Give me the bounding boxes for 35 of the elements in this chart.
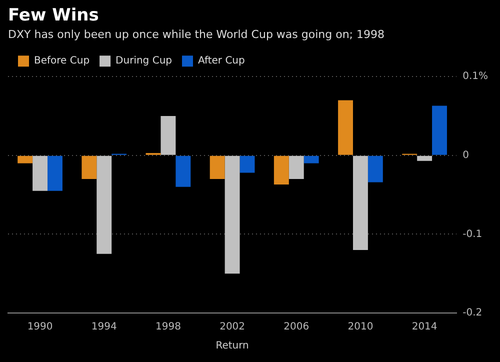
bar bbox=[432, 106, 447, 155]
bar bbox=[274, 156, 289, 185]
x-tick-label: 1994 bbox=[91, 322, 117, 333]
bar bbox=[160, 116, 176, 155]
y-tick-label: 0.1% bbox=[462, 71, 488, 82]
bar bbox=[96, 156, 112, 254]
bar bbox=[32, 156, 48, 191]
bar bbox=[368, 156, 383, 182]
chart-subtitle: DXY has only been up once while the World Cup was going on; 1998 bbox=[8, 28, 385, 41]
bar bbox=[304, 156, 319, 164]
chart-title: Few Wins bbox=[8, 6, 99, 26]
bar bbox=[417, 156, 432, 161]
x-tick-label: 1998 bbox=[155, 322, 181, 333]
y-tick-label: 0 bbox=[462, 150, 469, 161]
y-tick-label: -0.1 bbox=[462, 228, 482, 240]
x-axis-title: Return bbox=[216, 340, 249, 352]
bar bbox=[338, 100, 353, 155]
x-tick-label: 2014 bbox=[412, 322, 438, 333]
legend-label: After Cup bbox=[198, 56, 245, 67]
bar bbox=[288, 156, 304, 180]
x-tick-label: 2006 bbox=[284, 322, 310, 333]
legend-label: Before Cup bbox=[34, 56, 90, 67]
bar bbox=[18, 156, 33, 164]
bar bbox=[240, 156, 255, 173]
y-tick-label: -0.2 bbox=[462, 308, 482, 319]
bar bbox=[224, 156, 240, 274]
x-tick-label: 2002 bbox=[220, 322, 246, 333]
x-tick-label: 1990 bbox=[27, 322, 53, 333]
bar bbox=[82, 156, 97, 180]
bar bbox=[210, 156, 225, 180]
bar bbox=[176, 156, 191, 187]
x-tick-label: 2010 bbox=[348, 322, 374, 333]
bar bbox=[48, 156, 62, 191]
bar bbox=[352, 156, 368, 250]
legend-label: During Cup bbox=[116, 56, 172, 67]
